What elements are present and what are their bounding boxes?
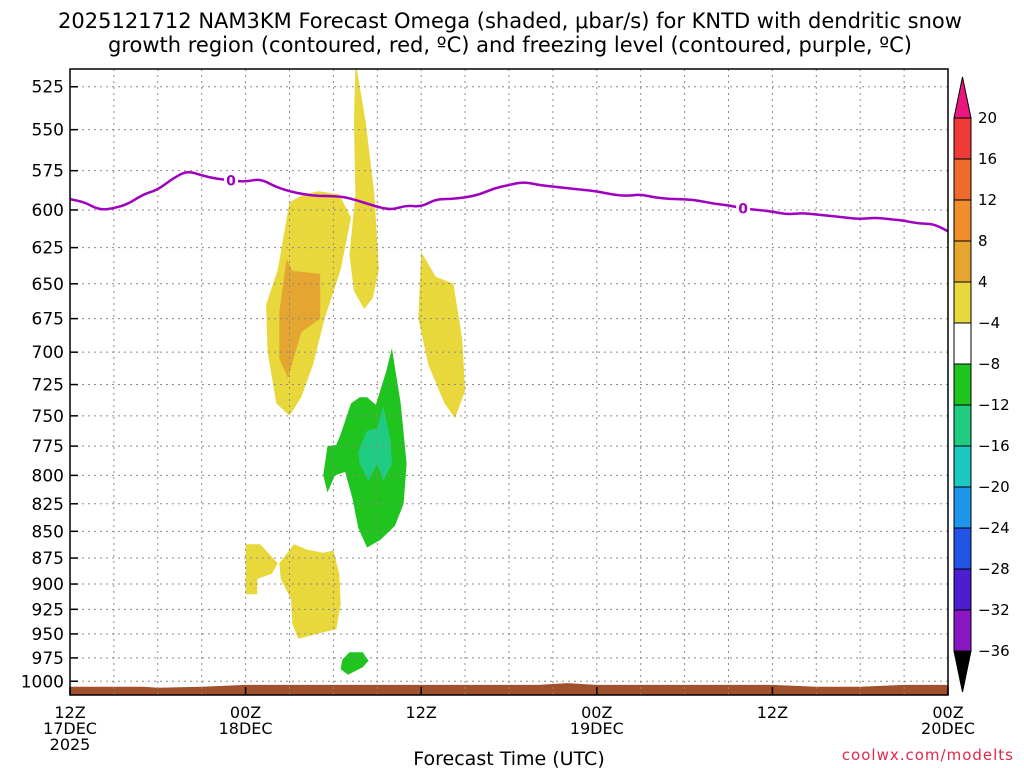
- omega-region-5: [245, 544, 278, 595]
- x-tick-label-12h-line1: 00Z: [230, 703, 261, 722]
- x-tick-label-36h-line1: 00Z: [581, 703, 612, 722]
- colorbar-label-10: −24: [978, 519, 1010, 537]
- colorbar-label-9: −20: [978, 478, 1010, 496]
- y-tick-label-700: 700: [32, 343, 64, 363]
- freezing-level-label-1: 0: [226, 173, 236, 189]
- y-tick-label-900: 900: [32, 575, 64, 595]
- y-tick-label-775: 775: [32, 437, 64, 457]
- colorbar-segment-2: [953, 158, 972, 201]
- plot-area: 00: [69, 68, 949, 696]
- y-tick-label-950: 950: [32, 625, 64, 645]
- credit-text: coolwx.com/modelts: [842, 746, 1014, 764]
- y-tick-label-750: 750: [32, 407, 64, 427]
- colorbar-segment-12: [953, 568, 972, 611]
- colorbar-segment-1: [953, 117, 972, 160]
- y-tick-label-575: 575: [32, 162, 64, 182]
- freezing-label-bg-1: [223, 171, 238, 189]
- colorbar-label-11: −28: [978, 560, 1010, 578]
- omega-region-1: [349, 69, 379, 309]
- colorbar-segment-6: [953, 322, 972, 365]
- colorbar-segment-9: [953, 445, 972, 488]
- x-tick-label-48h-line1: 12Z: [757, 703, 788, 722]
- terrain-layer: [70, 683, 948, 695]
- y-tick-label-875: 875: [32, 549, 64, 569]
- terrain-surface: [70, 683, 948, 695]
- x-tick-label-12h-line2: 18DEC: [219, 719, 273, 738]
- colorbar-label-6: −8: [978, 355, 1000, 373]
- colorbar-segment-4: [953, 240, 972, 283]
- colorbar-segment-13: [953, 609, 972, 652]
- x-axis-title: Forecast Time (UTC): [413, 748, 604, 768]
- colorbar-segment-3: [953, 199, 972, 242]
- y-tick-label-925: 925: [32, 600, 64, 620]
- y-tick-label-800: 800: [32, 466, 64, 486]
- y-tick-label-600: 600: [32, 201, 64, 221]
- colorbar-segment-10: [953, 486, 972, 529]
- colorbar-segment-11: [953, 527, 972, 570]
- freezing-level-layer: 00: [69, 170, 949, 233]
- omega-region-4: [418, 252, 466, 419]
- colorbar: 20 16 12 8 4 −4 −8 −12 −16 −20 −24 −28 −32 −36: [953, 76, 1010, 693]
- y-axis: 525 550 575 600 625 650 675 700 725 750 775 800 825 8…: [21, 78, 78, 692]
- y-tick-label-825: 825: [32, 495, 64, 515]
- x-tick-label-36h-line2: 19DEC: [570, 719, 624, 738]
- x-tick-label-60h-line2: 20DEC: [921, 719, 975, 738]
- colorbar-segment-7: [953, 363, 972, 406]
- y-tick-label-1000: 1000: [21, 672, 64, 692]
- chart-title-line-1: 2025121712 NAM3KM Forecast Omega (shaded…: [58, 9, 962, 33]
- x-tick-label-0h-line3: 2025: [50, 735, 91, 754]
- freezing-level-label-2: 0: [738, 201, 748, 217]
- plot-frame: [69, 68, 949, 696]
- y-tick-label-650: 650: [32, 275, 64, 295]
- x-tick-label-24h-line1: 12Z: [406, 703, 437, 722]
- y-tick-label-975: 975: [32, 649, 64, 669]
- colorbar-label-0: 20: [978, 109, 997, 127]
- colorbar-label-3: 8: [978, 232, 988, 250]
- chart-title: 2025121712 NAM3KM Forecast Omega (shaded…: [58, 9, 962, 57]
- chart-title-line-2: growth region (contoured, red, ºC) and f…: [108, 33, 912, 57]
- freezing-label-bg-2: [736, 199, 751, 217]
- y-tick-label-625: 625: [32, 239, 64, 259]
- colorbar-label-5: −4: [978, 314, 1000, 332]
- y-tick-label-550: 550: [32, 121, 64, 141]
- colorbar-label-4: 4: [978, 273, 988, 291]
- x-tick-label-60h-line1: 00Z: [932, 703, 963, 722]
- colorbar-segment-8: [953, 404, 972, 447]
- colorbar-bottom-arrow: [953, 650, 972, 693]
- colorbar-label-8: −16: [978, 437, 1010, 455]
- y-tick-label-675: 675: [32, 310, 64, 330]
- x-tick-label-0h-line1: 12Z: [54, 703, 85, 722]
- grid-layer: [70, 69, 948, 695]
- y-tick-label-850: 850: [32, 522, 64, 542]
- colorbar-label-12: −32: [978, 601, 1010, 619]
- colorbar-label-13: −36: [978, 642, 1010, 660]
- freezing-level-line: [69, 170, 949, 233]
- y-tick-label-725: 725: [32, 376, 64, 396]
- omega-region-8: [358, 405, 392, 482]
- y-tick-label-525: 525: [32, 78, 64, 98]
- colorbar-label-7: −12: [978, 396, 1010, 414]
- colorbar-label-1: 16: [978, 150, 997, 168]
- colorbar-top-arrow: [953, 76, 972, 119]
- x-tick-label-0h-line2: 17DEC: [43, 719, 97, 738]
- colorbar-segment-5: [953, 281, 972, 324]
- colorbar-label-2: 12: [978, 191, 997, 209]
- omega-region-6: [279, 544, 341, 639]
